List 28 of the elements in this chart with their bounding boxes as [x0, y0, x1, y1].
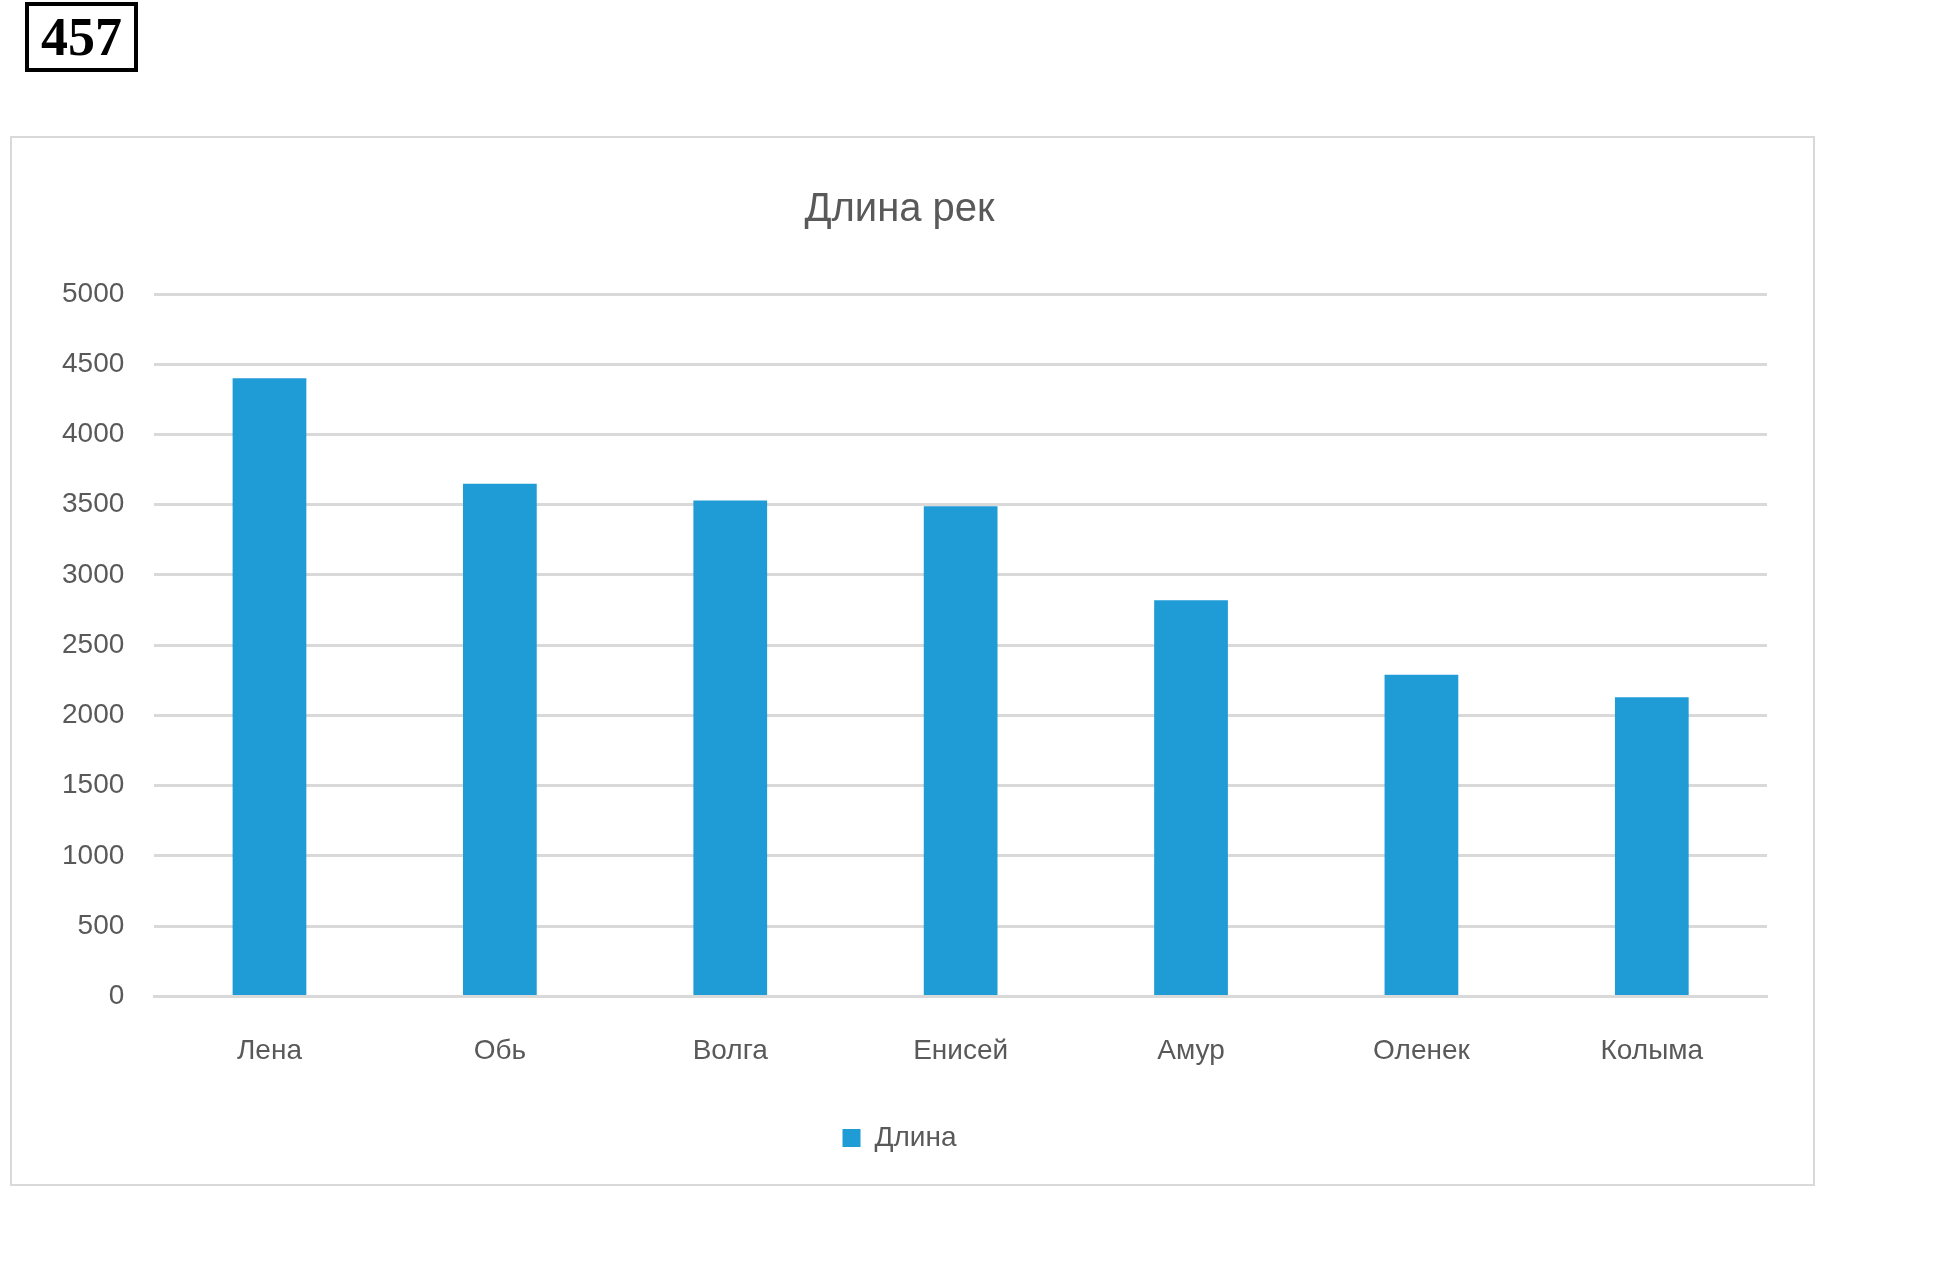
y-tick-label: 0 [108, 979, 125, 1011]
x-tick-label: Оленек [1373, 1033, 1471, 1065]
bar [1154, 600, 1228, 995]
y-tick-label: 3000 [61, 557, 125, 589]
y-tick-label: 3500 [61, 487, 125, 519]
x-tick-label: Обь [473, 1033, 527, 1065]
x-tick-label: Амур [1157, 1033, 1225, 1065]
y-tick-label: 2500 [61, 627, 125, 659]
y-tick-label: 1500 [61, 768, 125, 800]
y-tick-label: 5000 [61, 276, 125, 308]
bar [232, 378, 307, 995]
y-tick-label: 500 [77, 908, 125, 940]
bar [923, 506, 998, 995]
y-tick-label: 2000 [61, 698, 125, 730]
bar [1614, 697, 1689, 995]
text: 457 [25, 2, 138, 72]
bar [1384, 674, 1459, 995]
y-tick-label: 4500 [61, 346, 125, 378]
y-tick-label: 1000 [61, 838, 125, 870]
bar [693, 500, 768, 995]
x-tick-label: Лена [236, 1033, 303, 1065]
chart-title: Длина рек [804, 185, 996, 230]
x-tick-label: Енисей [913, 1033, 1009, 1065]
y-tick-label: 4000 [61, 417, 125, 449]
x-tick-label: Колыма [1600, 1033, 1704, 1065]
bar [463, 483, 537, 995]
x-tick-label: Волга [692, 1033, 769, 1065]
legend-label: Длина [874, 1120, 957, 1152]
